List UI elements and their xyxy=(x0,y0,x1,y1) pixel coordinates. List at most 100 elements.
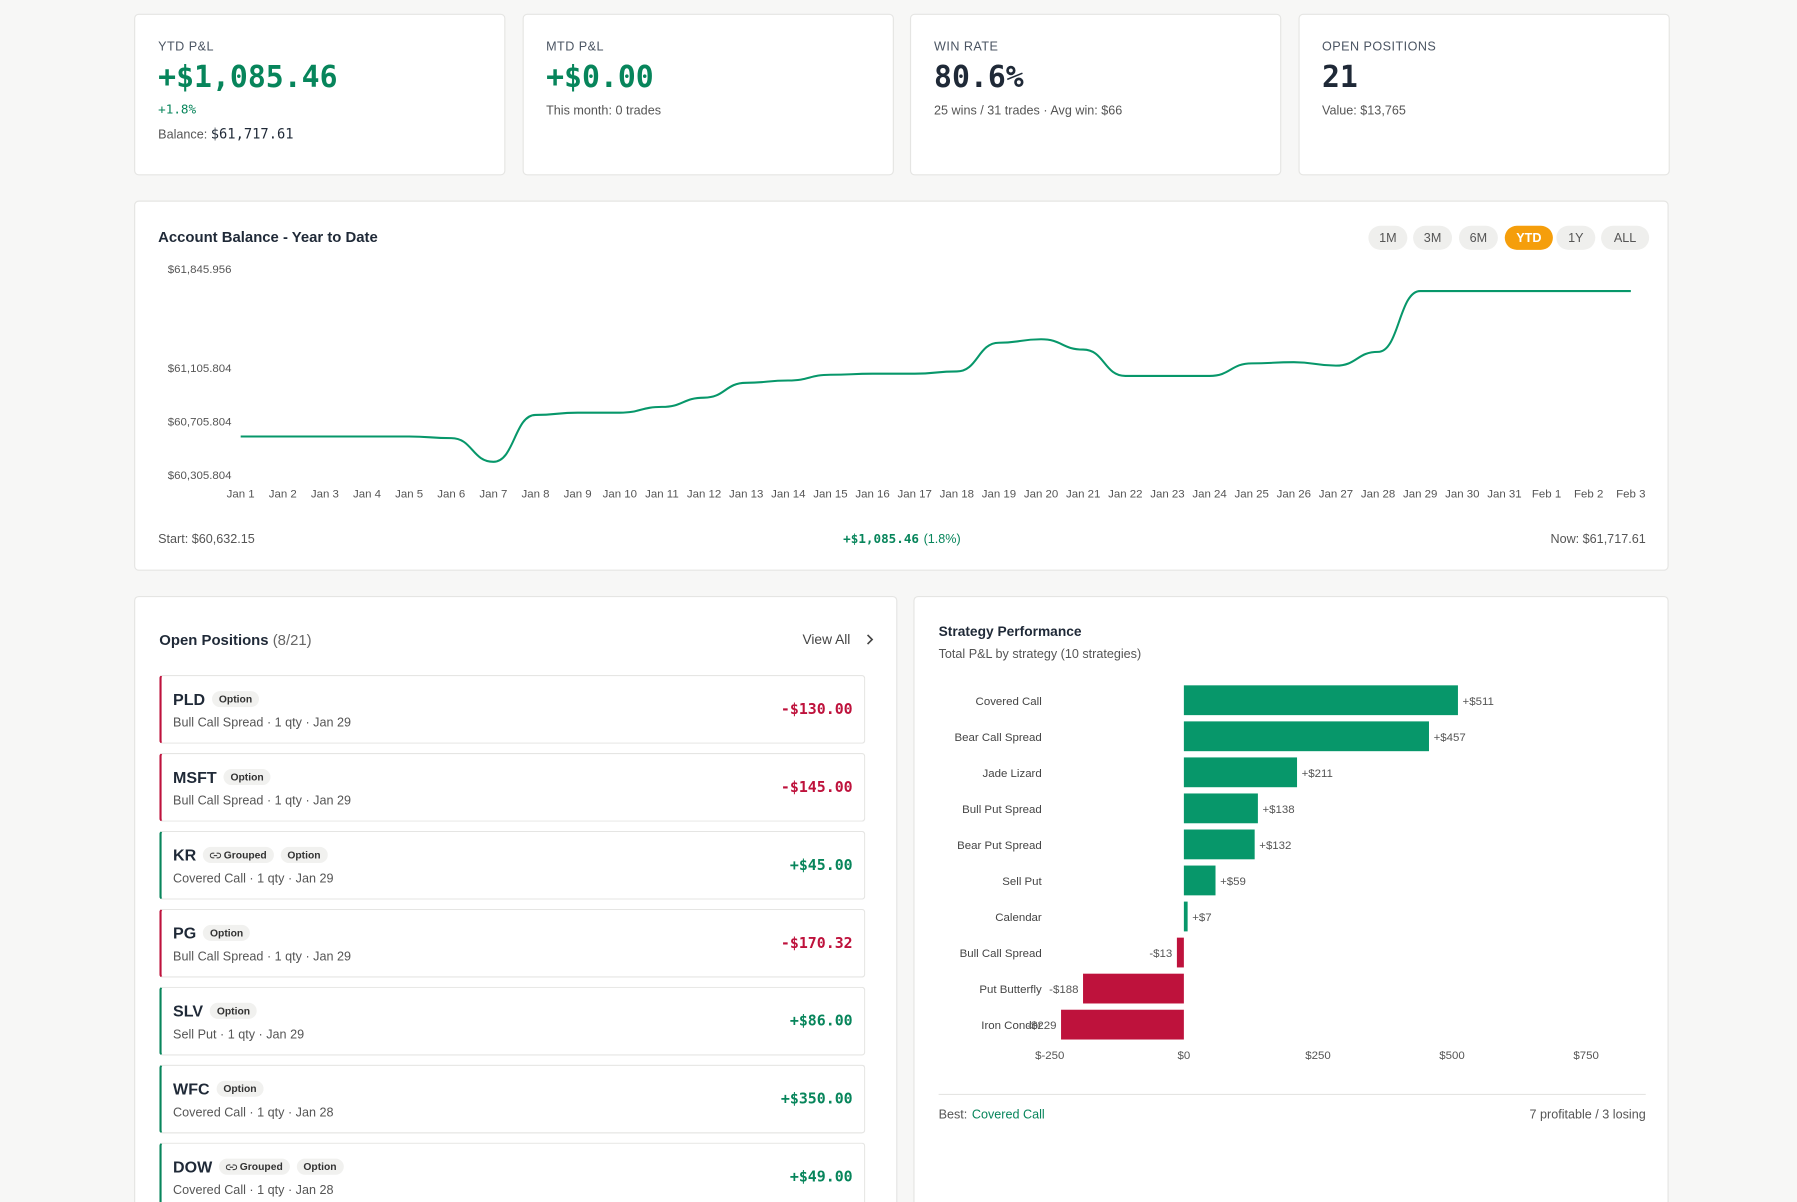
x-tick-label: $500 xyxy=(1439,1050,1464,1062)
category-label: Jade Lizard xyxy=(983,768,1042,780)
position-symbol-line: PLD Option xyxy=(173,690,260,708)
tag-label: Option xyxy=(287,849,321,861)
link-icon xyxy=(210,852,222,858)
tag-label: Option xyxy=(303,1160,337,1173)
note-label: Value: $13,765 xyxy=(1321,104,1406,119)
x-tick-label: Jan 22 xyxy=(1108,488,1142,500)
position-row[interactable]: KR Grouped Option Covered Call · 1 qty · Ja… xyxy=(159,830,866,900)
bar xyxy=(1183,829,1255,860)
stat-label: Open Positions xyxy=(1321,40,1437,54)
value-label: -$188 xyxy=(1049,984,1078,996)
x-tick-label: Jan 1 xyxy=(227,488,255,500)
range-button[interactable]: 3M xyxy=(1413,225,1453,250)
view-all[interactable]: View All xyxy=(802,631,874,648)
position-row[interactable]: DOW Grouped Option Covered Call · 1 qty · J… xyxy=(159,1142,866,1202)
symbol: PG xyxy=(173,923,197,943)
range-button[interactable]: 6M xyxy=(1458,225,1498,250)
value-label: +$7 xyxy=(1192,912,1211,924)
position-row[interactable]: MSFT Option Bull Call Spread · 1 qty · Jan… xyxy=(159,752,866,822)
balance-card: Account Balance - Year to Date $60,305.80… xyxy=(134,200,1669,571)
positions-title: Open Positions xyxy=(159,631,269,649)
bar xyxy=(1183,865,1216,896)
strategy-summary: 7 profitable / 3 losing xyxy=(1530,1108,1646,1122)
tag: Option xyxy=(296,1158,344,1175)
tag: Option xyxy=(223,768,271,786)
position-symbol-line: PG Option xyxy=(173,923,251,943)
strategy-card: Strategy Performance Total P&L by strateg… xyxy=(913,595,1669,1202)
note-label: 25 wins / 31 trades · Avg win: $66 xyxy=(934,104,1123,119)
position-symbol-line: DOW Grouped Option xyxy=(173,1157,344,1176)
range-button[interactable]: 1M xyxy=(1368,225,1408,250)
change-value: +$1,085.46 xyxy=(843,531,919,546)
link xyxy=(226,1163,238,1170)
category-label: Covered Call xyxy=(976,696,1042,708)
y-tick-label: $61,105.804 xyxy=(168,363,232,375)
value-label: +$132 xyxy=(1259,840,1291,852)
x-tick-label: Jan 17 xyxy=(897,488,931,500)
value-label: -$13 xyxy=(1149,948,1172,960)
x-tick-label: Jan 19 xyxy=(982,488,1016,500)
tag-label: Grouped xyxy=(223,849,267,861)
x-tick-label: Jan 16 xyxy=(855,488,889,500)
link xyxy=(210,852,222,858)
symbol: DOW xyxy=(173,1157,213,1176)
position-pnl: +$350.00 xyxy=(780,1091,853,1109)
range-button[interactable]: ALL xyxy=(1601,225,1650,250)
x-tick-label: Jan 2 xyxy=(269,488,297,500)
chart-title: Account Balance - Year to Date xyxy=(158,230,378,246)
range-button[interactable]: YTD xyxy=(1504,225,1553,250)
positions-header: Open Positions (8/21) xyxy=(159,631,311,648)
tag-label: Option xyxy=(218,693,253,705)
tag: Grouped xyxy=(219,1158,290,1175)
x-tick-label: Jan 10 xyxy=(603,488,637,500)
tag-label: Option xyxy=(216,1005,251,1017)
positions-count: (8/21) xyxy=(272,631,312,649)
bar xyxy=(1183,685,1458,716)
category-label: Calendar xyxy=(995,912,1042,924)
y-tick-label: $61,845.956 xyxy=(168,264,232,276)
value-label: +$211 xyxy=(1302,768,1333,780)
tag: Option xyxy=(280,846,328,863)
category-label: Bear Put Spread xyxy=(957,840,1042,852)
position-pnl: +$45.00 xyxy=(789,857,853,875)
tag: Option xyxy=(216,1080,264,1097)
x-tick-label: Jan 28 xyxy=(1361,488,1395,500)
footer-start: Start: $60,632.15 xyxy=(158,532,255,546)
position-detail: Covered Call · 1 qty · Jan 29 xyxy=(173,872,334,886)
position-detail: Covered Call · 1 qty · Jan 28 xyxy=(173,1105,334,1120)
x-tick-label: Jan 25 xyxy=(1234,488,1268,500)
best-name: Covered Call xyxy=(972,1108,1045,1122)
stat-note: 25 wins / 31 trades · Avg win: $66 xyxy=(934,104,1257,118)
tag: Option xyxy=(203,924,251,941)
bar xyxy=(1183,757,1298,788)
chart-subtitle: Total P&L by strategy (10 strategies) xyxy=(939,647,1142,661)
x-tick-label: Jan 27 xyxy=(1319,488,1353,500)
tag-label: Option xyxy=(230,771,264,783)
position-row[interactable]: PG Option Bull Call Spread · 1 qty · Jan 2… xyxy=(159,908,866,978)
position-pnl: +$86.00 xyxy=(789,1013,853,1031)
range-button[interactable]: 1Y xyxy=(1556,225,1596,250)
bar xyxy=(1083,973,1184,1004)
category-label: Bull Call Spread xyxy=(960,948,1042,960)
symbol: KR xyxy=(173,845,197,865)
x-tick-label: Jan 9 xyxy=(564,488,592,500)
category-label: Bear Call Spread xyxy=(955,732,1042,744)
stat-label: Win Rate xyxy=(934,40,999,54)
x-tick-label: Jan 8 xyxy=(522,488,550,500)
position-row[interactable]: SLV Option Sell Put · 1 qty · Jan 29 +$86.0… xyxy=(159,986,866,1056)
symbol: WFC xyxy=(173,1079,210,1098)
value-label: +$457 xyxy=(1434,732,1466,744)
position-row[interactable]: PLD Option Bull Call Spread · 1 qty · Jan … xyxy=(159,675,866,744)
stat-label: MTD P&L xyxy=(546,40,604,54)
position-row[interactable]: WFC Option Covered Call · 1 qty · Jan 28 +$… xyxy=(159,1064,866,1134)
symbol: MSFT xyxy=(173,767,217,787)
category-label: Iron Condor xyxy=(981,1020,1042,1032)
x-tick-label: Jan 29 xyxy=(1403,488,1437,500)
position-symbol-line: WFC Option xyxy=(173,1079,264,1098)
stat-value: 80.6% xyxy=(934,60,1024,96)
x-tick-label: Jan 4 xyxy=(353,488,382,500)
stat-value: 21 xyxy=(1321,60,1358,96)
x-tick-label: Jan 6 xyxy=(437,488,465,500)
